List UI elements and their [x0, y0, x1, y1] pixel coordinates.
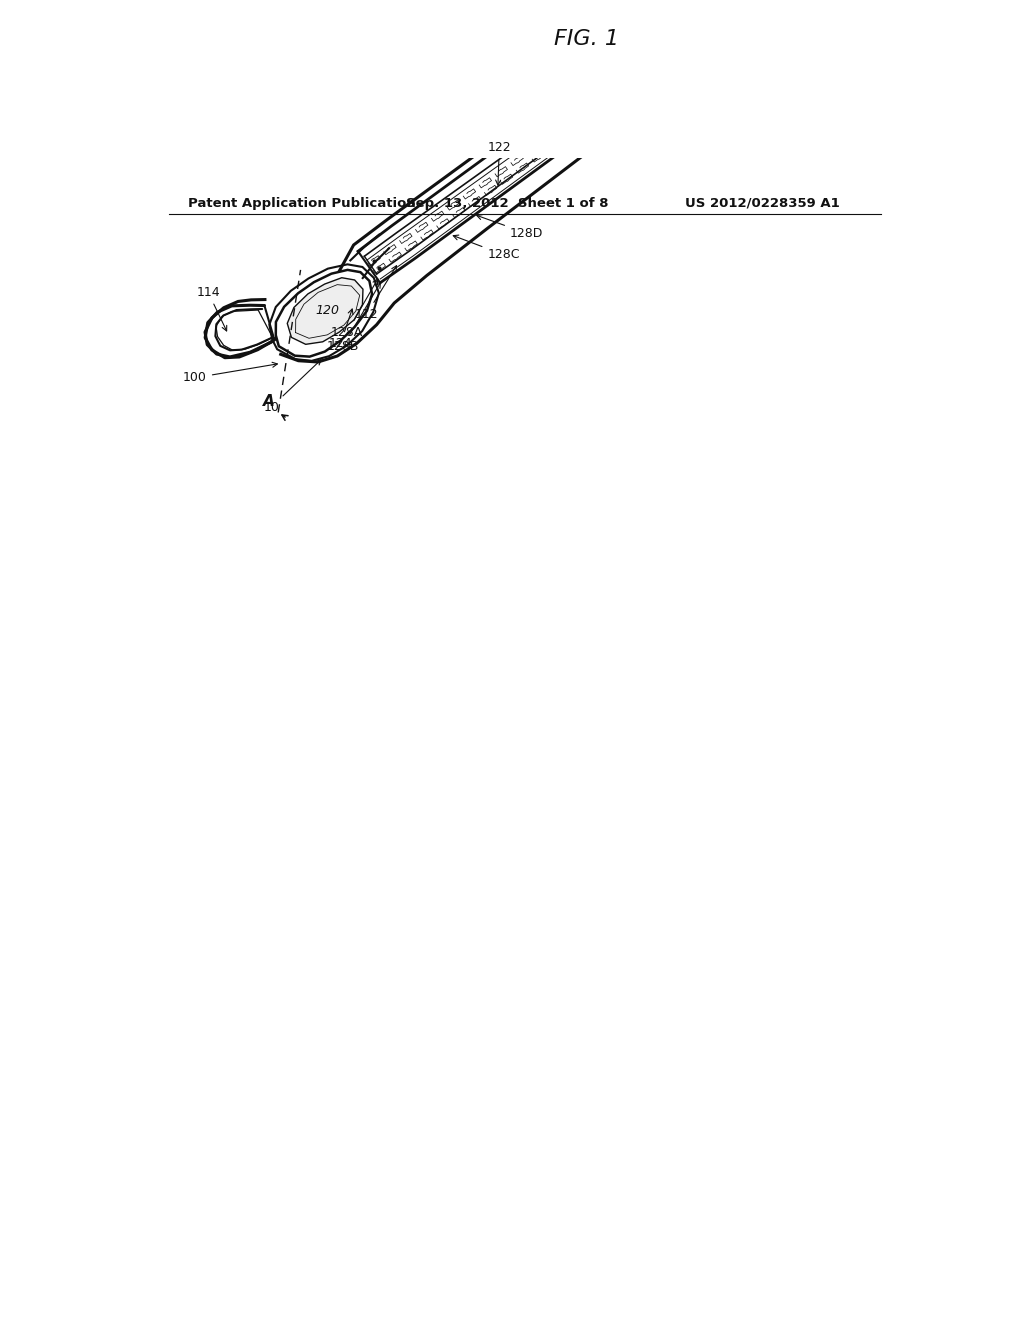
Text: 120: 120 [315, 304, 339, 317]
Text: 128C: 128C [454, 235, 520, 261]
Text: 124: 124 [329, 309, 353, 350]
Text: US 2012/0228359 A1: US 2012/0228359 A1 [685, 197, 840, 210]
Polygon shape [275, 269, 372, 356]
Text: 128A: 128A [331, 279, 378, 339]
Polygon shape [764, 0, 808, 3]
Text: 112: 112 [355, 265, 396, 321]
Text: 122: 122 [487, 141, 511, 185]
Text: Patent Application Publication: Patent Application Publication [188, 197, 416, 210]
Text: A: A [263, 395, 274, 409]
Polygon shape [288, 277, 362, 345]
Text: 128D: 128D [477, 215, 544, 240]
Text: FIG. 1: FIG. 1 [554, 29, 618, 49]
Text: 10: 10 [263, 360, 321, 413]
Text: 128B: 128B [327, 282, 380, 352]
Text: 114: 114 [197, 286, 226, 331]
Text: Sep. 13, 2012  Sheet 1 of 8: Sep. 13, 2012 Sheet 1 of 8 [407, 197, 608, 210]
Text: 100: 100 [183, 362, 278, 384]
